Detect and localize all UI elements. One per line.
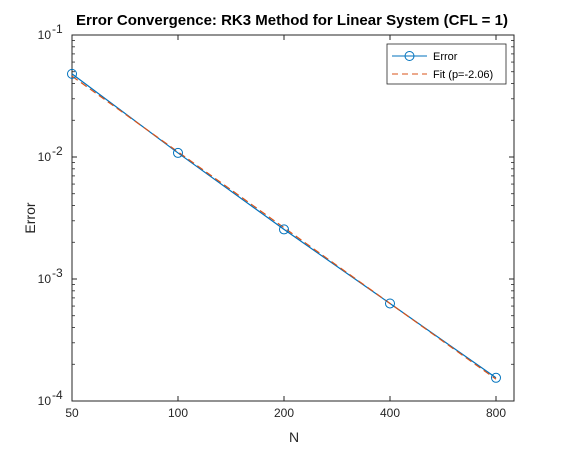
legend-box (386, 43, 507, 85)
series-error-point (490, 372, 501, 383)
axes-box (71, 34, 515, 402)
x-tick-label: 800 (486, 406, 506, 420)
x-axis-label: N (289, 429, 299, 445)
y-tick-label: 10 (38, 28, 52, 42)
y-axis-label: Error (22, 202, 38, 233)
y-tick-exponent: -3 (52, 266, 63, 280)
x-axis: 50 100 200 400 800 (65, 35, 506, 420)
chart-title: Error Convergence: RK3 Method for Linear… (76, 12, 508, 29)
series-error-point (172, 147, 183, 158)
y-tick-exponent: -2 (52, 144, 63, 158)
series-error-point (278, 224, 289, 235)
legend-error-marker (404, 51, 415, 61)
x-tick-label: 200 (274, 406, 294, 420)
y-tick-exponent: -1 (52, 22, 63, 36)
y-tick-label: 10 (38, 394, 52, 408)
series-fit-line (71, 75, 497, 380)
x-tick-label: 100 (168, 406, 188, 420)
x-tick-label: 400 (380, 406, 400, 420)
y-tick-label: 10 (38, 150, 52, 164)
series-error-point (384, 298, 395, 309)
legend-error-label: Error (433, 51, 458, 63)
y-tick-label: 10 (38, 272, 52, 286)
legend: Error Fit (p=-2.06) (386, 43, 507, 85)
x-tick-label: 50 (65, 406, 79, 420)
legend-fit-label: Fit (p=-2.06) (433, 69, 493, 81)
series-error-point (67, 68, 77, 79)
plot-area: 50 100 200 400 800 10-410-310-210-1 (38, 22, 515, 420)
y-axis: 10-410-310-210-1 (38, 22, 514, 408)
series-layer (67, 68, 501, 383)
y-tick-exponent: -4 (52, 388, 63, 402)
